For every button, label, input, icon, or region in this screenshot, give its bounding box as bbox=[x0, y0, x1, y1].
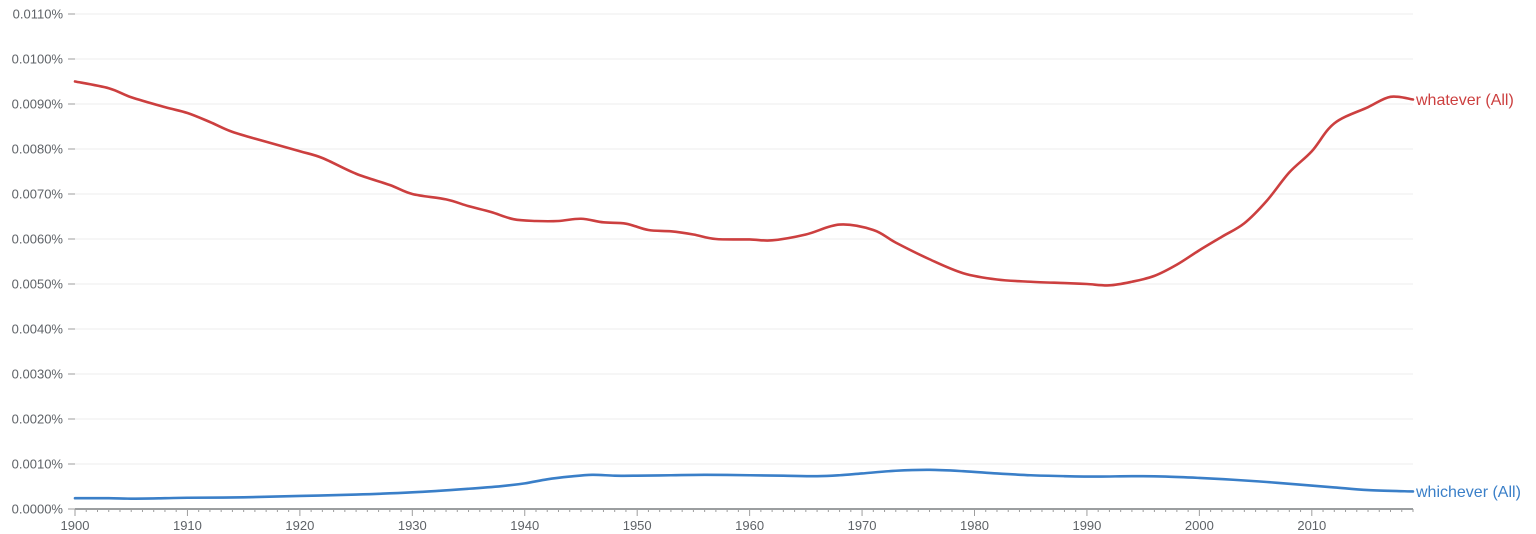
x-tick-label: 1900 bbox=[61, 518, 90, 533]
series-labels: whatever (All) whichever (All) bbox=[1415, 92, 1521, 501]
y-tick-label: 0.0110% bbox=[13, 7, 64, 22]
series-line-whatever bbox=[73, 80, 1415, 287]
x-tick-label: 1960 bbox=[735, 518, 764, 533]
series-label-whatever: whatever (All) bbox=[1415, 92, 1514, 109]
y-tick-label: 0.0030% bbox=[12, 367, 64, 382]
y-tick-label: 0.0000% bbox=[12, 502, 64, 517]
y-tick-label: 0.0010% bbox=[12, 457, 64, 472]
x-tick-label: 1910 bbox=[173, 518, 202, 533]
y-tick-label: 0.0100% bbox=[12, 52, 64, 67]
series-line-whichever bbox=[73, 468, 1415, 500]
x-tick-label: 1950 bbox=[623, 518, 652, 533]
y-tick-label: 0.0080% bbox=[12, 142, 64, 157]
y-tick-label: 0.0050% bbox=[12, 277, 64, 292]
y-tick-label: 0.0070% bbox=[12, 187, 64, 202]
x-axis: 1900 1910 1920 1930 1940 1950 1960 1970 1980 1990… bbox=[61, 508, 1414, 533]
y-tick-label: 0.0090% bbox=[12, 97, 64, 112]
x-tick-label: 2010 bbox=[1297, 518, 1326, 533]
x-tick-label: 1980 bbox=[960, 518, 989, 533]
y-tick-label: 0.0060% bbox=[12, 232, 64, 247]
x-tick-label: 1930 bbox=[398, 518, 427, 533]
series-layer bbox=[73, 80, 1415, 500]
x-tick-label: 1990 bbox=[1072, 518, 1101, 533]
x-tick-label: 1970 bbox=[848, 518, 877, 533]
series-label-whichever: whichever (All) bbox=[1415, 484, 1521, 501]
x-tick-label: 1920 bbox=[285, 518, 314, 533]
y-tick-label: 0.0020% bbox=[12, 412, 64, 427]
y-tick-label: 0.0040% bbox=[12, 322, 64, 337]
y-axis: 0.0000% 0.0010% 0.0020% 0.0030% 0.0040% 0.005… bbox=[12, 7, 75, 517]
x-tick-label: 2000 bbox=[1185, 518, 1214, 533]
x-tick-label: 1940 bbox=[510, 518, 539, 533]
